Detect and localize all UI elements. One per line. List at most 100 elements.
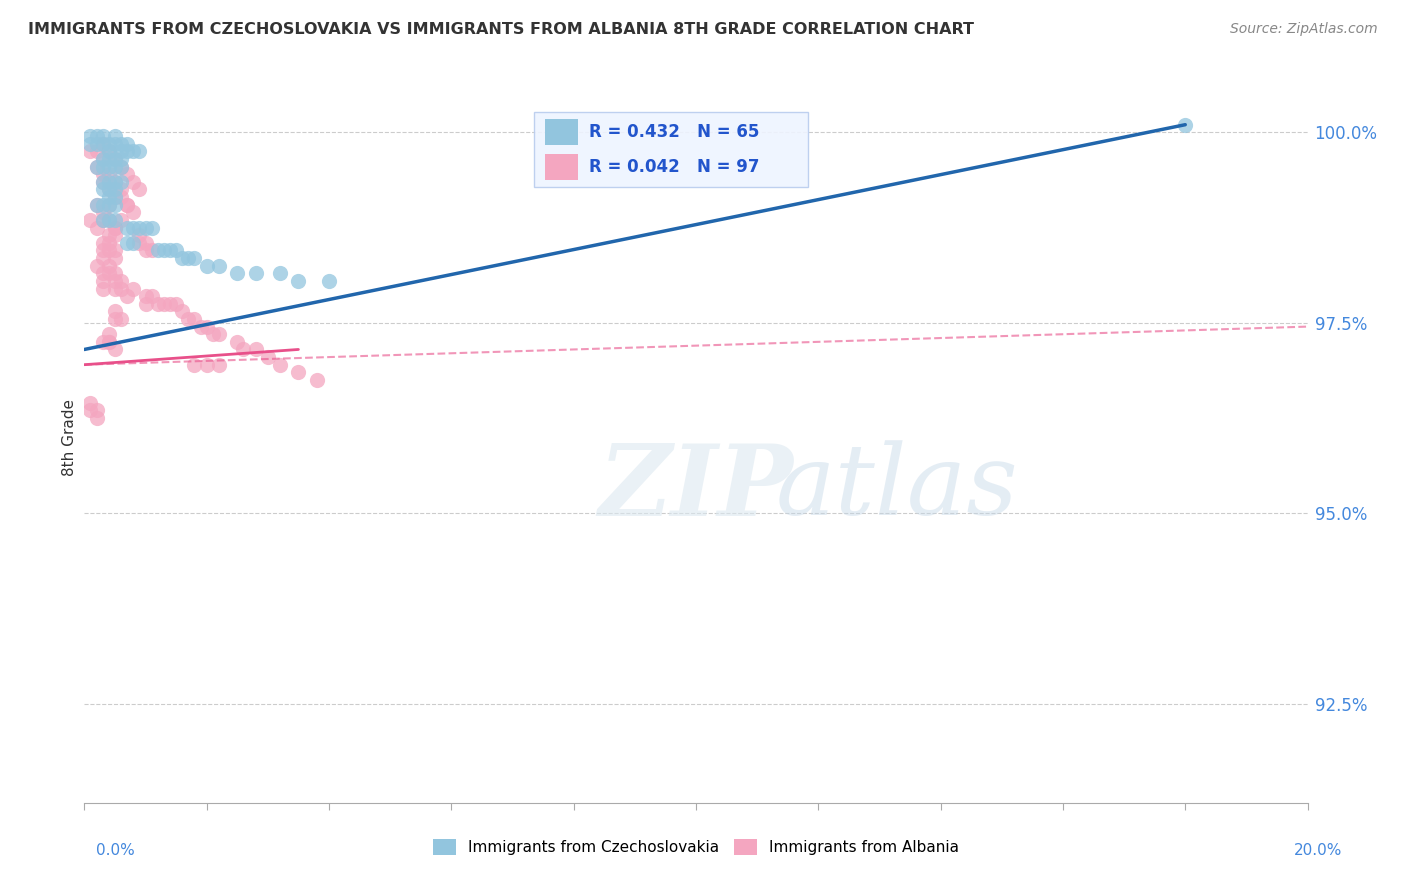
Point: [128, 145, 150, 159]
Point: [177, 312, 200, 326]
Point: [104, 244, 127, 258]
Point: [146, 244, 169, 258]
Point: [165, 244, 187, 258]
Point: [287, 274, 309, 288]
Point: [91, 152, 114, 166]
Point: [257, 350, 280, 364]
Point: [110, 160, 132, 174]
Text: Source: ZipAtlas.com: Source: ZipAtlas.com: [1230, 22, 1378, 37]
Point: [226, 334, 249, 349]
Point: [97, 327, 120, 342]
Point: [135, 297, 157, 311]
Point: [91, 175, 114, 189]
Point: [97, 266, 120, 280]
Point: [97, 182, 120, 196]
Point: [97, 145, 120, 159]
Point: [115, 197, 138, 211]
Point: [97, 182, 120, 196]
Point: [97, 167, 120, 181]
Point: [141, 289, 163, 303]
Point: [97, 235, 120, 250]
Point: [104, 175, 127, 189]
Text: R = 0.432   N = 65: R = 0.432 N = 65: [589, 123, 759, 141]
Point: [172, 304, 194, 318]
Point: [86, 403, 108, 417]
Text: 20.0%: 20.0%: [1295, 843, 1343, 858]
Point: [91, 205, 114, 219]
Point: [86, 197, 108, 211]
Point: [97, 244, 120, 258]
Point: [91, 274, 114, 288]
Point: [122, 235, 145, 250]
Point: [195, 358, 218, 372]
Point: [104, 190, 127, 204]
Point: [232, 343, 254, 357]
Point: [183, 358, 205, 372]
Point: [79, 403, 101, 417]
Point: [91, 136, 114, 151]
Point: [110, 152, 132, 166]
Point: [104, 312, 127, 326]
Point: [104, 266, 127, 280]
Point: [122, 145, 145, 159]
Point: [245, 266, 267, 280]
Point: [287, 365, 309, 379]
Point: [91, 334, 114, 349]
Point: [153, 244, 176, 258]
Point: [91, 197, 114, 211]
Point: [122, 205, 145, 219]
Point: [115, 167, 138, 181]
Point: [141, 220, 163, 235]
Point: [195, 319, 218, 334]
Point: [208, 259, 231, 273]
Point: [97, 175, 120, 189]
Point: [97, 145, 120, 159]
Point: [128, 182, 150, 196]
Point: [226, 266, 249, 280]
Point: [128, 228, 150, 243]
Point: [91, 167, 114, 181]
Point: [104, 281, 127, 295]
Point: [91, 281, 114, 295]
Point: [104, 213, 127, 227]
Point: [201, 327, 224, 342]
Point: [86, 136, 108, 151]
Point: [86, 160, 108, 174]
Point: [86, 411, 108, 425]
Point: [79, 136, 101, 151]
Point: [97, 190, 120, 204]
Point: [97, 259, 120, 273]
Point: [91, 136, 114, 151]
Point: [146, 297, 169, 311]
Point: [195, 259, 218, 273]
Point: [79, 129, 101, 144]
Point: [269, 266, 291, 280]
Bar: [546, 154, 578, 179]
Point: [110, 182, 132, 196]
Point: [104, 152, 127, 166]
Point: [135, 289, 157, 303]
Point: [97, 160, 120, 174]
Point: [91, 213, 114, 227]
Point: [305, 373, 328, 387]
Point: [208, 327, 231, 342]
Point: [91, 235, 114, 250]
Point: [91, 129, 114, 144]
Point: [115, 220, 138, 235]
Point: [159, 244, 181, 258]
Point: [97, 334, 120, 349]
Bar: [546, 119, 578, 145]
Point: [97, 213, 120, 227]
Point: [1174, 118, 1197, 132]
Point: [86, 220, 108, 235]
Point: [128, 220, 150, 235]
Point: [104, 251, 127, 265]
Point: [104, 182, 127, 196]
Point: [86, 160, 108, 174]
Point: [245, 343, 267, 357]
Point: [110, 175, 132, 189]
Point: [91, 213, 114, 227]
Text: atlas: atlas: [776, 441, 1018, 536]
Point: [110, 281, 132, 295]
Point: [104, 197, 127, 211]
